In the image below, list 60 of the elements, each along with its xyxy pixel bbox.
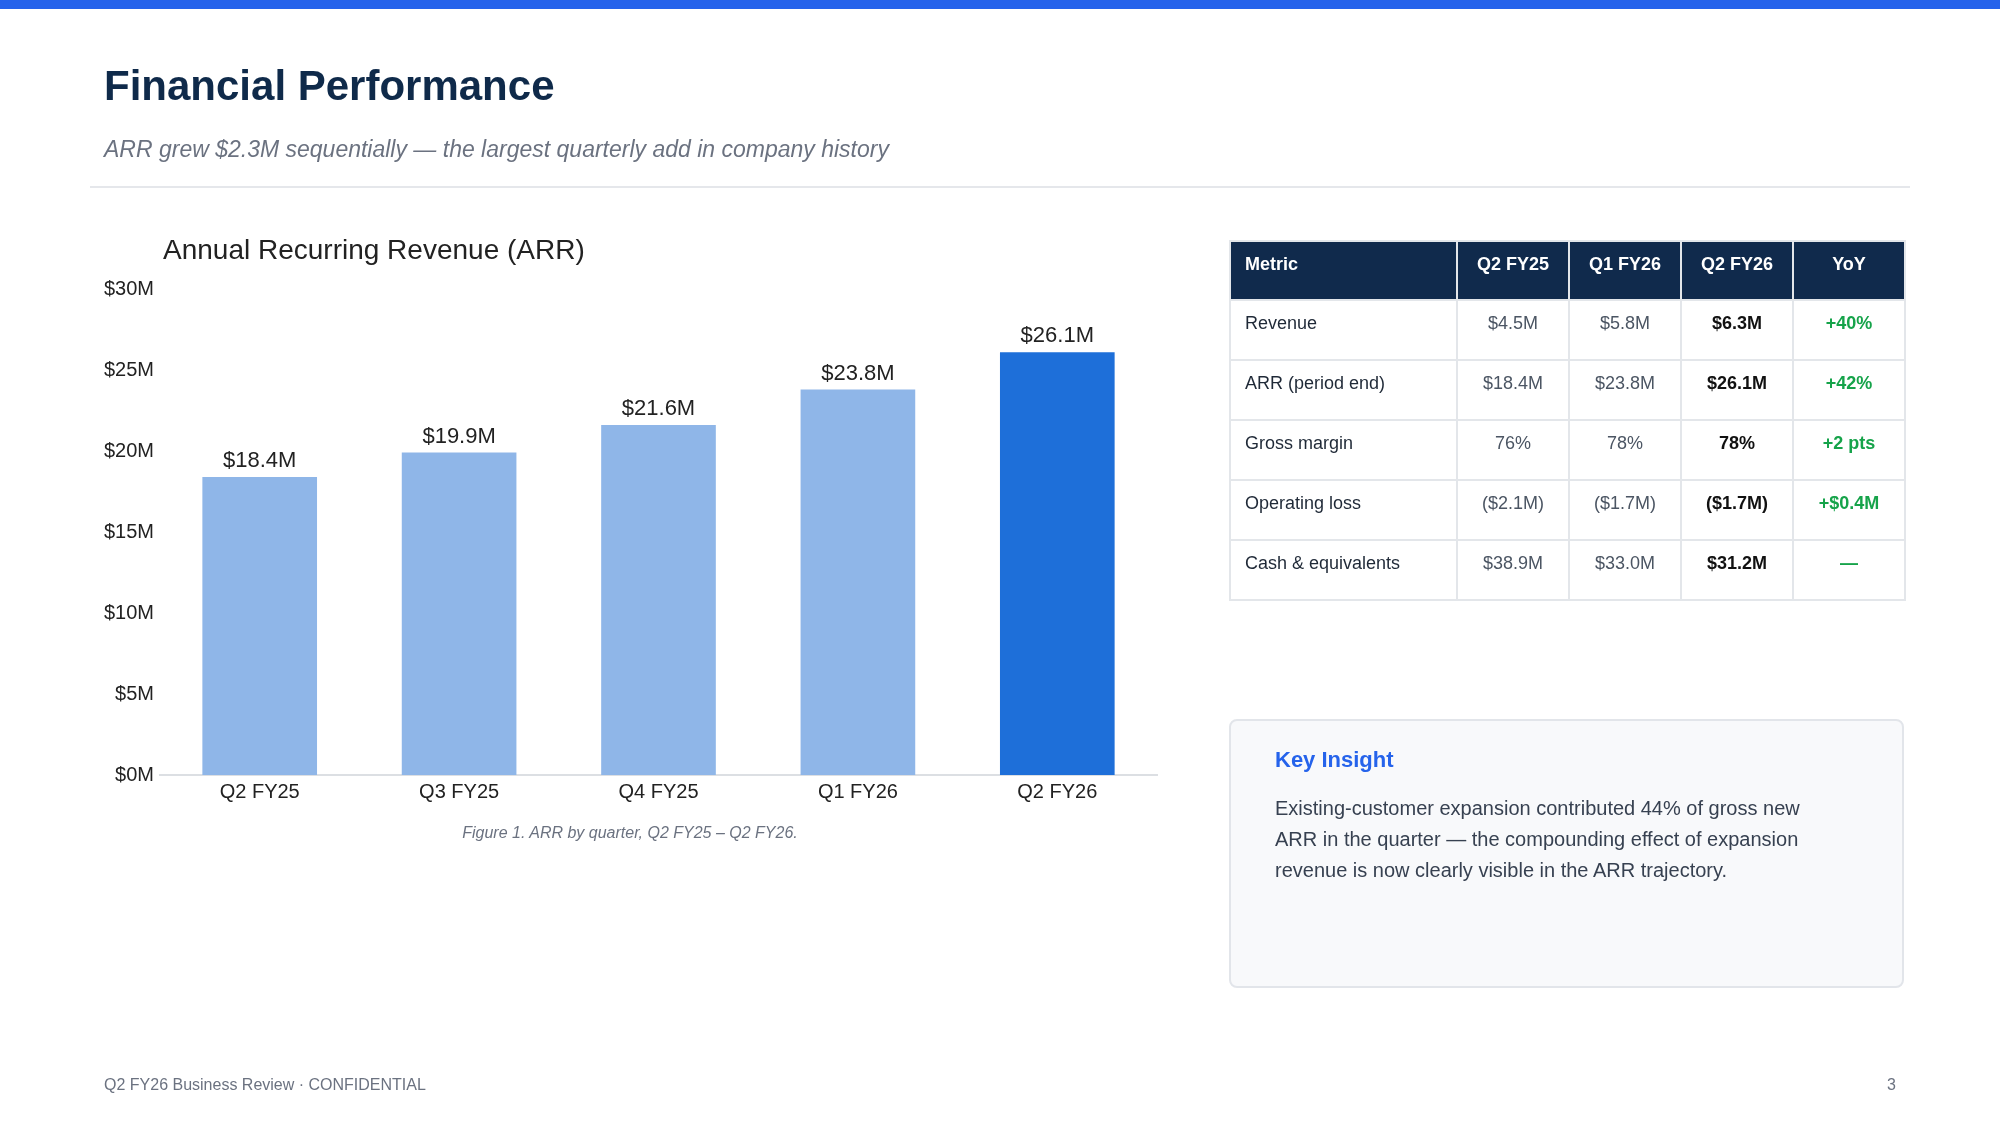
x-tick-label: Q3 FY25 (419, 779, 500, 802)
text: +40% (1825, 313, 1873, 333)
data-label: $23.8M (821, 359, 895, 385)
text: Q2 FY26 Business Review · CONFIDENTIAL (104, 1076, 426, 1094)
text: Operating loss (1245, 493, 1362, 513)
text: $33.0M (1594, 553, 1656, 573)
y-tick-label: $15M (103, 519, 154, 542)
y-tick-label: $20M (103, 438, 154, 461)
text: $38.9M (1482, 553, 1544, 573)
text: Revenue (1245, 313, 1318, 333)
text: $31.2M (1706, 553, 1768, 573)
text: Key Insight (1275, 747, 1394, 773)
text: +$0.4M (1818, 493, 1880, 513)
text: $6.3M (1711, 313, 1763, 333)
text: $18.4M (1482, 373, 1544, 393)
text: $4.5M (1487, 313, 1539, 333)
category-label: Q2 FY26 (1681, 241, 1793, 300)
text: 76% (1494, 433, 1532, 453)
bar (800, 389, 916, 775)
bar (202, 476, 318, 775)
data-label: $19.9M (422, 422, 496, 448)
y-tick-label: $10M (103, 600, 154, 623)
y-tick-label: $25M (103, 357, 154, 380)
text: $26.1M (1706, 373, 1768, 393)
text: +42% (1825, 373, 1873, 393)
text: — (1840, 553, 1858, 573)
text: ARR grew $2.3M sequentially — the largest quarterly add in company history (104, 136, 889, 163)
y-tick-label: $5M (115, 681, 154, 704)
text: Existing-customer expansion contributed 44% of gross new ARR in the quarter — the compounding effect of expansion revenue is now clearly visible in the ARR trajectory. (1275, 796, 1801, 883)
y-tick-label: $0M (115, 762, 154, 785)
text: Financial Performance (104, 62, 555, 110)
data-label: $21.6M (621, 395, 696, 421)
text: Cash & equivalents (1245, 553, 1401, 573)
data-label: $18.4M (223, 446, 297, 472)
text: 78% (1606, 433, 1644, 453)
x-tick-label: Q2 FY26 (1017, 779, 1098, 802)
bar (601, 425, 716, 775)
text: ($1.7M) (1593, 493, 1656, 513)
category-label: YoY (1793, 241, 1905, 300)
text: ARR (period end) (1245, 373, 1386, 393)
x-tick-label: Q2 FY25 (219, 779, 300, 802)
text: ($1.7M) (1705, 493, 1768, 513)
category-label: Metric (1230, 241, 1457, 300)
data-label: $26.1M (1020, 322, 1094, 348)
category-label: Q1 FY26 (1569, 241, 1681, 300)
text: Gross margin (1245, 433, 1354, 453)
text: $5.8M (1599, 313, 1651, 333)
y-tick-label: $30M (103, 276, 154, 299)
category-label: Q2 FY25 (1457, 241, 1569, 300)
x-tick-label: Q1 FY26 (817, 779, 898, 802)
bar (401, 452, 517, 775)
bar (999, 352, 1115, 775)
chart-title: Annual Recurring Revenue (ARR) (163, 234, 585, 266)
text: $23.8M (1594, 373, 1656, 393)
text: 3 (1887, 1076, 1896, 1094)
text: ($2.1M) (1481, 493, 1544, 513)
caption: Figure 1. ARR by quarter, Q2 FY25 – Q2 FY26. (461, 824, 799, 842)
text: 78% (1718, 433, 1756, 453)
text: +2 pts (1822, 433, 1876, 453)
x-tick-label: Q4 FY25 (618, 779, 699, 802)
